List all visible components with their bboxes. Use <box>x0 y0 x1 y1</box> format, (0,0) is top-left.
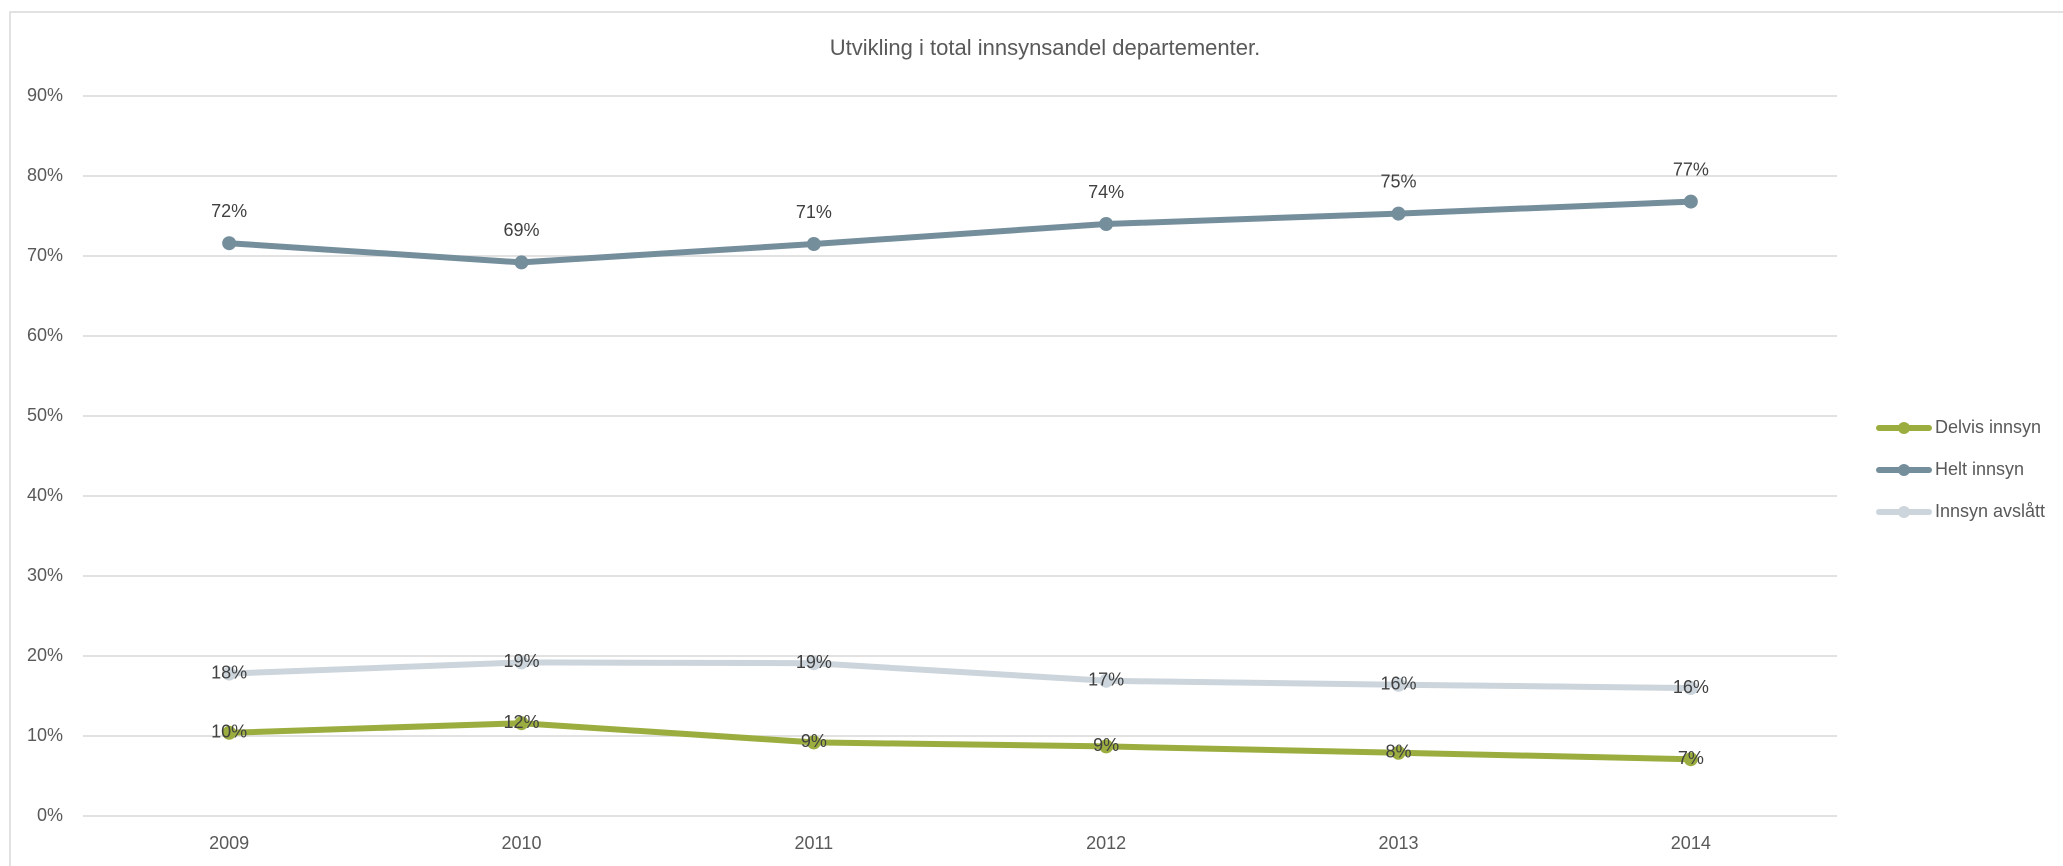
x-tick-label: 2011 <box>794 833 833 853</box>
y-tick-label: 90% <box>27 85 63 105</box>
data-label: 69% <box>503 220 539 240</box>
y-tick-label: 80% <box>27 165 63 185</box>
point <box>514 255 529 270</box>
chart-frame <box>9 11 2063 866</box>
data-label: 19% <box>503 651 539 671</box>
point <box>1099 673 1114 688</box>
series-line <box>226 720 1694 763</box>
data-label: 71% <box>796 202 832 222</box>
legend-marker <box>1898 506 1910 518</box>
data-label: 7% <box>1678 748 1704 768</box>
point <box>222 725 237 740</box>
x-tick-label: 2010 <box>501 833 541 853</box>
data-label: 72% <box>211 201 247 221</box>
data-label: 16% <box>1380 674 1416 694</box>
legend-label: Delvis innsyn <box>1935 417 2041 437</box>
data-label: 8% <box>1385 742 1411 762</box>
point <box>1683 194 1698 209</box>
data-label: 9% <box>801 731 827 751</box>
point <box>514 716 529 731</box>
point <box>1391 745 1406 760</box>
y-tick-label: 20% <box>27 645 63 665</box>
data-label: 10% <box>211 722 247 742</box>
x-tick-label: 2014 <box>1671 833 1711 853</box>
data-label: 19% <box>796 652 832 672</box>
y-tick-label: 0% <box>37 805 63 825</box>
chart-title: Utvikling i total innsynsandel departeme… <box>830 35 1260 60</box>
data-label: 18% <box>211 662 247 682</box>
point <box>806 656 821 671</box>
y-tick-label: 70% <box>27 245 63 265</box>
y-tick-label: 50% <box>27 405 63 425</box>
data-label: 16% <box>1673 677 1709 697</box>
series-line <box>226 659 1694 691</box>
point <box>1683 681 1698 695</box>
x-tick-label: 2009 <box>209 833 249 853</box>
data-label: 74% <box>1088 182 1124 202</box>
y-tick-label: 60% <box>27 325 63 345</box>
x-tick-label: 2013 <box>1378 833 1418 853</box>
legend-label: Innsyn avslått <box>1935 501 2045 521</box>
data-label: 75% <box>1380 171 1416 191</box>
data-label: 9% <box>1093 735 1119 755</box>
point <box>222 666 237 681</box>
data-label: 77% <box>1673 159 1709 179</box>
legend-label: Helt innsyn <box>1935 459 2024 479</box>
point <box>1099 217 1114 231</box>
point <box>806 735 821 750</box>
y-tick-label: 30% <box>27 565 63 585</box>
point <box>222 236 237 251</box>
point <box>806 237 821 251</box>
point <box>514 655 529 670</box>
point <box>1391 677 1406 692</box>
legend-marker <box>1898 422 1910 434</box>
point <box>1099 739 1114 754</box>
x-tick-label: 2012 <box>1086 833 1126 853</box>
y-tick-label: 10% <box>27 725 63 745</box>
series-line <box>226 198 1694 266</box>
y-tick-label: 40% <box>27 485 63 505</box>
point <box>1391 206 1406 221</box>
point <box>1683 752 1698 767</box>
data-label: 17% <box>1088 670 1124 690</box>
data-label: 12% <box>503 712 539 732</box>
legend-marker <box>1898 464 1910 476</box>
